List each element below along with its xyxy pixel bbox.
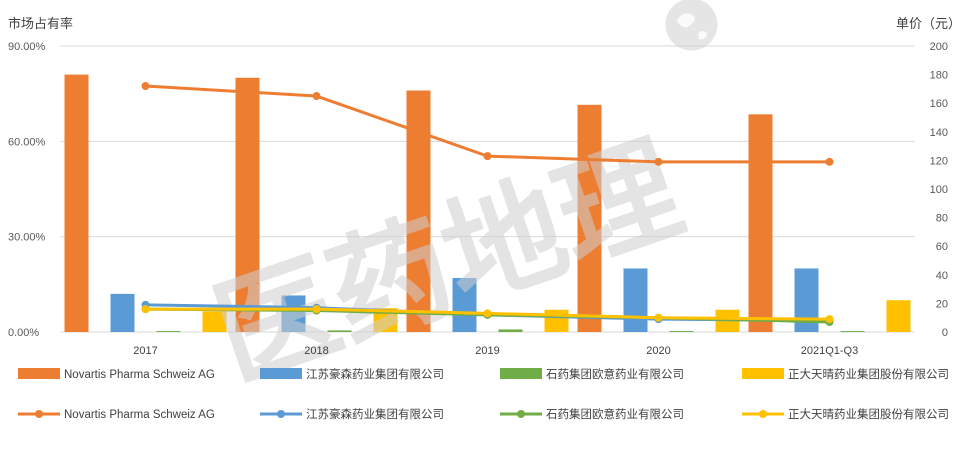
- right-tick-label: 100: [930, 184, 948, 196]
- right-tick-label: 200: [930, 41, 948, 53]
- legend-swatch-bar: [18, 368, 60, 379]
- line-point: [654, 157, 663, 166]
- legend-label: Novartis Pharma Schweiz AG: [64, 409, 215, 421]
- legend-item-line: 正大天晴药业集团股份有限公司: [742, 407, 949, 421]
- bar: [202, 311, 227, 332]
- bar: [156, 331, 181, 332]
- right-tick-label: 120: [930, 155, 948, 167]
- legend-swatch-marker: [517, 410, 525, 418]
- line-point: [312, 305, 321, 314]
- legend-item-line: Novartis Pharma Schweiz AG: [18, 409, 215, 421]
- right-tick-label: 80: [936, 213, 948, 225]
- bar: [840, 331, 865, 332]
- bar: [281, 295, 306, 332]
- legend-label: 江苏豪森药业集团有限公司: [306, 367, 444, 381]
- bar: [498, 329, 523, 332]
- left-tick-label: 90.00%: [8, 41, 46, 53]
- line-point: [654, 313, 663, 322]
- line-point: [825, 315, 834, 324]
- line-point: [483, 152, 492, 161]
- left-tick-label: 0.00%: [8, 327, 39, 339]
- bar: [544, 309, 569, 332]
- legend: Novartis Pharma Schweiz AG 江苏豪森药业集团有限公司 石药…: [18, 367, 949, 421]
- legend-item-line: 江苏豪森药业集团有限公司: [260, 407, 444, 421]
- right-tick-label: 0: [942, 327, 948, 339]
- right-tick-label: 20: [936, 298, 948, 310]
- category-label: 2019: [475, 345, 499, 357]
- line-point: [141, 82, 150, 91]
- legend-label: Novartis Pharma Schweiz AG: [64, 369, 215, 381]
- right-tick-label: 160: [930, 98, 948, 110]
- legend-swatch-marker: [759, 410, 767, 418]
- legend-swatch-marker: [277, 410, 285, 418]
- right-tick-label: 180: [930, 70, 948, 82]
- line-point: [141, 305, 150, 314]
- category-label: 2021Q1-Q3: [801, 345, 858, 357]
- legend-label: 正大天晴药业集团股份有限公司: [788, 407, 949, 421]
- left-axis-title: 市场占有率: [8, 16, 73, 31]
- line-point: [312, 92, 321, 101]
- bar: [373, 308, 398, 332]
- right-axis-title: 单价（元）: [896, 16, 961, 31]
- legend-swatch-marker: [35, 410, 43, 418]
- bar: [669, 331, 694, 332]
- legend-swatch-bar: [742, 368, 784, 379]
- bar: [452, 277, 477, 332]
- legend-label: 石药集团欧意药业有限公司: [546, 367, 684, 381]
- bar: [748, 114, 773, 332]
- legend-item-bar: 石药集团欧意药业有限公司: [500, 367, 684, 381]
- legend-label: 石药集团欧意药业有限公司: [546, 407, 684, 421]
- category-label: 2017: [133, 345, 157, 357]
- category-label: 2018: [304, 345, 328, 357]
- legend-item-bar: 正大天晴药业集团股份有限公司: [742, 367, 949, 381]
- bar: [623, 268, 648, 332]
- legend-item-bar: Novartis Pharma Schweiz AG: [18, 368, 215, 381]
- legend-item-line: 石药集团欧意药业有限公司: [500, 407, 684, 421]
- globe-icon: [665, 0, 718, 51]
- line-series-group: [141, 82, 834, 326]
- left-tick-label: 30.00%: [8, 232, 46, 244]
- legend-swatch-bar: [260, 368, 302, 379]
- bar: [64, 74, 89, 332]
- left-tick-label: 60.00%: [8, 136, 46, 148]
- legend-label: 江苏豪森药业集团有限公司: [306, 407, 444, 421]
- bar: [577, 104, 602, 333]
- legend-label: 正大天晴药业集团股份有限公司: [788, 367, 949, 381]
- legend-item-bar: 江苏豪森药业集团有限公司: [260, 367, 444, 381]
- bar: [886, 300, 911, 332]
- axes: 市场占有率 单价（元） 0.00% 30.00% 60.00% 90.00% 0 20 40…: [8, 16, 961, 357]
- line-point: [483, 309, 492, 318]
- right-tick-label: 140: [930, 127, 948, 139]
- right-tick-label: 60: [936, 241, 948, 253]
- right-tick-label: 40: [936, 270, 948, 282]
- bar: [327, 330, 352, 332]
- category-label: 2020: [646, 345, 670, 357]
- legend-swatch-bar: [500, 368, 542, 379]
- bar: [235, 77, 260, 333]
- watermark-text: 医药地理: [199, 121, 696, 404]
- bar: [110, 293, 135, 332]
- line-point: [825, 157, 834, 166]
